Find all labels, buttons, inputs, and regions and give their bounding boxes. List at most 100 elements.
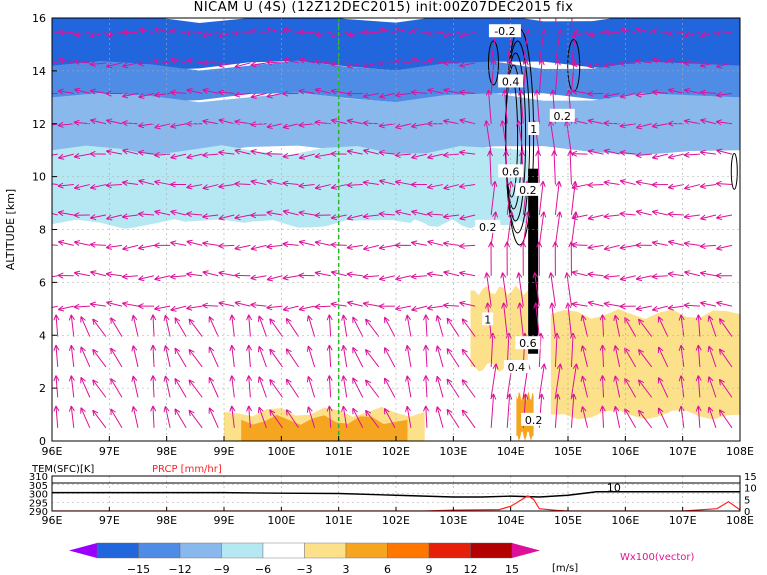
wind-vector [538,29,547,64]
wind-vector [603,213,620,220]
wind-vector [613,314,621,337]
wind-vector [362,301,379,308]
wind-vector [490,363,499,398]
wind-vector [426,211,444,218]
wind-vector [442,240,460,247]
wind-vector [121,120,139,127]
colorbar-box [138,542,181,559]
wind-vector [131,314,139,337]
wind-vector [364,349,380,368]
wind-vector [362,148,379,155]
wind-vector [52,92,58,95]
wind-vector [571,32,588,39]
wind-vector [394,179,411,186]
wind-vector [695,344,702,368]
wind-vector [52,123,58,126]
wind-vector [716,148,733,155]
colorbar-tick-label: −15 [127,563,150,575]
colorbar-tick-label: 15 [505,563,519,575]
wind-vector [410,240,428,247]
y-left-tick-label: 300 [29,490,48,501]
wind-vector [188,379,203,398]
wind-vector [538,211,547,246]
wind-vector [603,62,620,69]
wind-vector [619,60,636,67]
wind-vector [246,375,253,398]
wind-vector [587,244,604,251]
wind-vector [208,346,219,368]
wind-vector [411,209,428,216]
y-left-tick-label: 310 [29,472,48,483]
y-tick-label: 16 [32,12,46,25]
wind-vector [554,59,561,94]
wind-vector [234,300,251,307]
y-right-tick-label: 15 [744,472,757,483]
wind-vector [461,318,476,337]
wind-vector [306,315,316,337]
wind-vector [282,305,299,312]
wind-vector [700,214,717,221]
wind-vector [362,213,379,220]
wind-vector [637,409,653,429]
wind-vector [378,244,395,251]
x-tick-label: 97E [99,445,120,458]
x-tick-label: 97E [99,514,120,527]
wind-vector [485,89,492,124]
wind-vector [684,184,700,191]
wind-vector [250,302,267,309]
wind-vector [282,241,299,248]
wind-vector [246,314,253,337]
wind-vector [169,89,187,96]
wind-vector [330,88,347,95]
colorbar-box [345,542,388,559]
wind-vector [459,118,476,125]
y-left-tick-label: 290 [29,507,48,518]
wind-vector [619,27,636,34]
wind-vector [718,318,733,337]
wind-vector [229,344,236,368]
wind-vector [92,348,107,368]
wind-vector [282,27,299,34]
contour-label-bg [549,108,575,122]
wind-vector [341,344,348,368]
y-right-tick-label: 5 [744,495,750,506]
wind-vector [229,375,236,398]
wind-vector [266,27,283,34]
wind-vector [426,120,444,127]
colorbar-tick-label: 12 [464,563,478,575]
wind-vector [257,406,267,428]
wind-vector [571,214,588,221]
wind-vector [218,61,235,68]
wind-vector [326,344,333,368]
x-tick-label: 100E [267,514,295,527]
wind-vector [635,242,652,249]
wind-vector [250,61,267,68]
wind-vector [635,58,652,65]
x-tick-label: 102E [382,514,410,527]
wind-vector [246,344,253,368]
wind-vector [442,302,460,309]
wind-vector [490,180,498,216]
wind-vector [234,148,251,155]
wind-vector [427,153,444,160]
wind-vector [266,275,283,282]
wind-vector [89,183,107,190]
wind-vector [105,149,123,155]
wind-vector [619,210,636,218]
wind-vector [73,153,90,159]
wind-vector [699,270,717,277]
wind-vector [170,209,187,216]
wind-vector [458,242,476,250]
wind-vector [202,213,219,220]
wind-vector [314,87,331,94]
y-right-tick-label: 0 [744,507,750,518]
wind-vector [202,59,219,66]
wind-vector [73,184,90,191]
colorbar-tick-label: −9 [213,563,229,575]
wind-vector [202,152,219,159]
contour-line [487,40,499,86]
wind-vector [459,62,476,68]
wind-vector [92,409,107,429]
contour-label-bg [503,359,529,373]
wind-vector [314,58,331,65]
